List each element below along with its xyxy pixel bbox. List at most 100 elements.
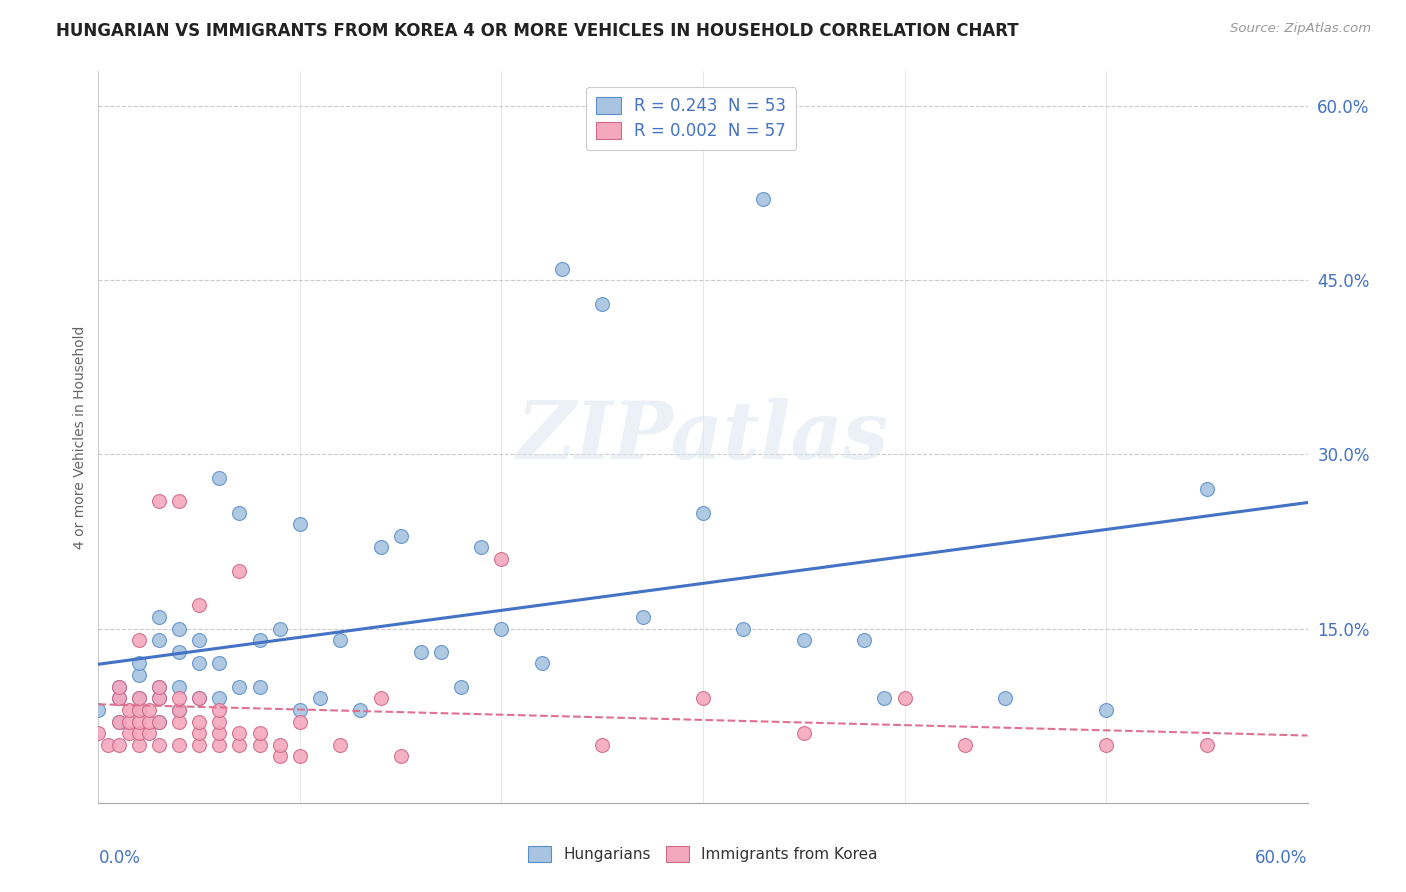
Point	[269, 738, 291, 752]
Point	[591, 296, 613, 310]
Point	[188, 714, 211, 729]
Point	[470, 541, 492, 555]
Text: ZIPatlas: ZIPatlas	[517, 399, 889, 475]
Point	[208, 471, 231, 485]
Point	[188, 726, 211, 740]
Point	[167, 703, 190, 717]
Point	[692, 691, 714, 706]
Point	[208, 691, 231, 706]
Point	[107, 691, 129, 706]
Point	[551, 261, 574, 276]
Text: 0.0%: 0.0%	[98, 849, 141, 867]
Point	[228, 738, 250, 752]
Point	[953, 738, 976, 752]
Point	[148, 680, 170, 694]
Text: 60.0%: 60.0%	[1256, 849, 1308, 867]
Text: Source: ZipAtlas.com: Source: ZipAtlas.com	[1230, 22, 1371, 36]
Point	[530, 657, 553, 671]
Point	[409, 645, 432, 659]
Point	[128, 714, 150, 729]
Point	[793, 633, 815, 648]
Point	[188, 691, 211, 706]
Point	[249, 680, 271, 694]
Point	[107, 714, 129, 729]
Point	[349, 703, 371, 717]
Point	[269, 622, 291, 636]
Point	[491, 622, 513, 636]
Point	[188, 657, 211, 671]
Point	[1095, 738, 1118, 752]
Y-axis label: 4 or more Vehicles in Household: 4 or more Vehicles in Household	[73, 326, 87, 549]
Point	[208, 703, 231, 717]
Point	[370, 541, 392, 555]
Point	[118, 726, 141, 740]
Point	[167, 714, 190, 729]
Point	[167, 738, 190, 752]
Point	[228, 680, 250, 694]
Point	[733, 622, 755, 636]
Point	[288, 703, 311, 717]
Point	[893, 691, 915, 706]
Point	[591, 738, 613, 752]
Point	[148, 714, 170, 729]
Point	[128, 703, 150, 717]
Point	[118, 703, 141, 717]
Point	[148, 714, 170, 729]
Point	[208, 738, 231, 752]
Point	[107, 691, 129, 706]
Point	[167, 691, 190, 706]
Legend: Hungarians, Immigrants from Korea: Hungarians, Immigrants from Korea	[522, 840, 884, 868]
Point	[188, 599, 211, 613]
Point	[188, 633, 211, 648]
Point	[148, 680, 170, 694]
Point	[631, 610, 654, 624]
Point	[128, 738, 150, 752]
Point	[118, 714, 141, 729]
Point	[148, 691, 170, 706]
Point	[288, 749, 311, 764]
Point	[128, 703, 150, 717]
Point	[107, 714, 129, 729]
Point	[208, 714, 231, 729]
Point	[138, 714, 160, 729]
Point	[994, 691, 1017, 706]
Point	[188, 691, 211, 706]
Point	[107, 738, 129, 752]
Point	[228, 726, 250, 740]
Point	[128, 668, 150, 682]
Point	[752, 192, 775, 206]
Point	[208, 726, 231, 740]
Point	[167, 622, 190, 636]
Point	[228, 506, 250, 520]
Point	[1195, 483, 1218, 497]
Point	[167, 645, 190, 659]
Point	[128, 726, 150, 740]
Point	[87, 726, 110, 740]
Point	[107, 680, 129, 694]
Point	[288, 714, 311, 729]
Point	[128, 691, 150, 706]
Point	[128, 633, 150, 648]
Point	[370, 691, 392, 706]
Point	[309, 691, 332, 706]
Point	[148, 494, 170, 508]
Point	[692, 506, 714, 520]
Point	[430, 645, 453, 659]
Point	[167, 494, 190, 508]
Point	[288, 517, 311, 532]
Point	[450, 680, 472, 694]
Point	[269, 749, 291, 764]
Text: HUNGARIAN VS IMMIGRANTS FROM KOREA 4 OR MORE VEHICLES IN HOUSEHOLD CORRELATION C: HUNGARIAN VS IMMIGRANTS FROM KOREA 4 OR …	[56, 22, 1019, 40]
Point	[138, 703, 160, 717]
Point	[793, 726, 815, 740]
Point	[491, 552, 513, 566]
Point	[107, 680, 129, 694]
Point	[167, 703, 190, 717]
Point	[249, 738, 271, 752]
Point	[1195, 738, 1218, 752]
Point	[329, 738, 352, 752]
Point	[148, 633, 170, 648]
Point	[97, 738, 120, 752]
Point	[249, 726, 271, 740]
Point	[188, 738, 211, 752]
